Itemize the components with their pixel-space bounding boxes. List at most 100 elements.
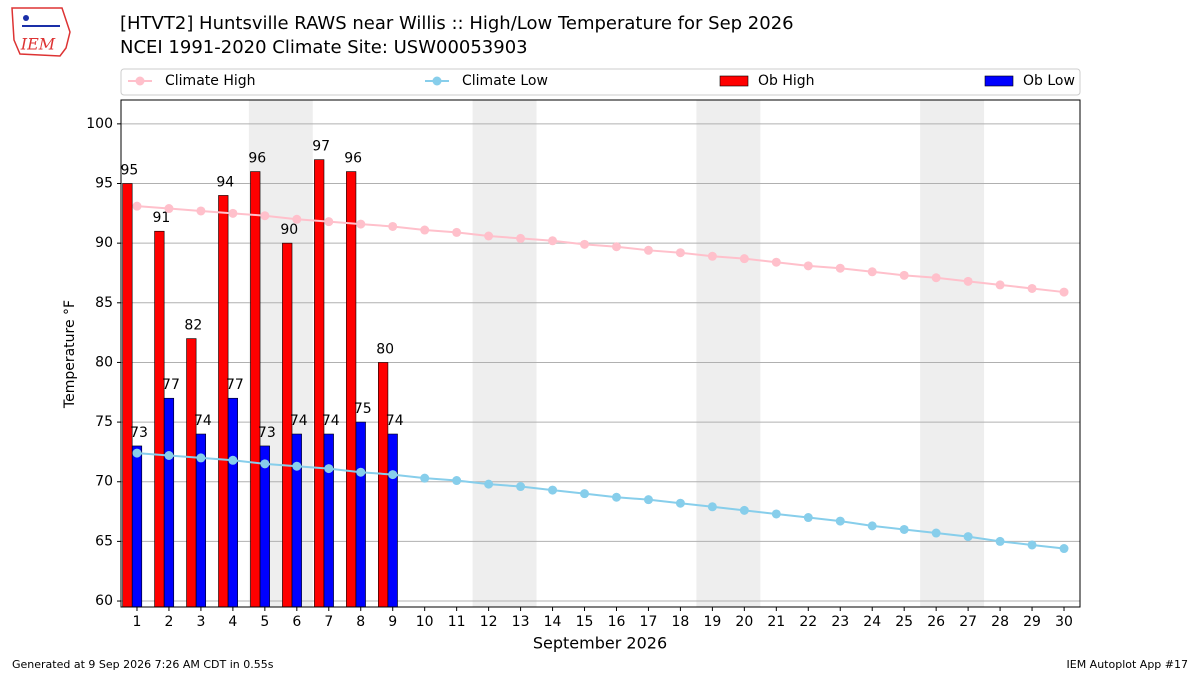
climate-point bbox=[771, 509, 781, 519]
climate-point bbox=[611, 492, 621, 502]
x-tick-label: 25 bbox=[895, 614, 913, 630]
climate-point bbox=[516, 233, 526, 243]
data-label: 90 bbox=[280, 222, 298, 238]
logo-text: IEM bbox=[20, 35, 56, 54]
y-tick-label: 85 bbox=[95, 295, 113, 311]
climate-point bbox=[675, 248, 685, 258]
x-tick-label: 22 bbox=[799, 614, 817, 630]
legend-marker bbox=[432, 76, 442, 86]
x-tick-label: 21 bbox=[767, 614, 785, 630]
x-tick-label: 1 bbox=[133, 614, 142, 630]
y-tick-label: 90 bbox=[95, 235, 113, 251]
data-label: 96 bbox=[344, 151, 362, 167]
bar bbox=[163, 397, 175, 608]
climate-point bbox=[420, 473, 430, 483]
climate-point bbox=[899, 524, 909, 534]
climate-point bbox=[548, 236, 558, 246]
climate-point bbox=[931, 528, 941, 538]
bar bbox=[186, 338, 197, 608]
climate-point bbox=[356, 467, 366, 477]
plot-frame bbox=[120, 99, 1081, 608]
footer-right: IEM Autoplot App #17 bbox=[1067, 658, 1189, 671]
data-label: 74 bbox=[386, 413, 404, 429]
climate-point bbox=[228, 455, 238, 465]
climate-point bbox=[803, 261, 813, 271]
weekend-band bbox=[920, 100, 985, 607]
x-tick-label: 17 bbox=[640, 614, 658, 630]
x-tick-label: 28 bbox=[991, 614, 1009, 630]
data-label: 75 bbox=[354, 401, 372, 417]
data-label: 82 bbox=[184, 318, 202, 334]
climate-point bbox=[548, 485, 558, 495]
bar bbox=[131, 445, 143, 608]
data-label: 73 bbox=[130, 425, 148, 441]
climate-point bbox=[388, 221, 398, 231]
data-label: 91 bbox=[152, 210, 170, 226]
climate-point bbox=[420, 225, 430, 235]
climate-point bbox=[803, 513, 813, 523]
climate-point bbox=[452, 227, 462, 237]
y-tick-label: 100 bbox=[86, 116, 113, 132]
bar bbox=[250, 171, 261, 608]
climate-point bbox=[963, 276, 973, 286]
climate-point bbox=[260, 211, 270, 221]
climate-point bbox=[1027, 283, 1037, 293]
legend-swatch bbox=[984, 75, 1014, 87]
legend-label: Climate High bbox=[165, 73, 256, 89]
y-tick-label: 65 bbox=[95, 533, 113, 549]
x-tick-label: 2 bbox=[164, 614, 173, 630]
climate-point bbox=[739, 254, 749, 264]
y-tick-label: 80 bbox=[95, 354, 113, 370]
x-tick-label: 30 bbox=[1055, 614, 1073, 630]
climate-point bbox=[867, 267, 877, 277]
legend-box bbox=[120, 68, 1081, 96]
climate-point bbox=[931, 273, 941, 283]
climate-point bbox=[707, 502, 717, 512]
data-label: 80 bbox=[376, 341, 394, 357]
bar bbox=[122, 183, 133, 608]
bar bbox=[218, 195, 229, 608]
x-tick-label: 14 bbox=[544, 614, 562, 630]
bar bbox=[378, 362, 389, 608]
x-tick-label: 29 bbox=[1023, 614, 1041, 630]
climate-line bbox=[136, 452, 1065, 550]
x-tick-label: 9 bbox=[388, 614, 397, 630]
climate-point bbox=[196, 206, 206, 216]
x-tick-label: 18 bbox=[672, 614, 690, 630]
data-label: 74 bbox=[322, 413, 340, 429]
climate-point bbox=[1059, 544, 1069, 554]
x-tick-label: 24 bbox=[863, 614, 881, 630]
x-tick-label: 6 bbox=[292, 614, 301, 630]
y-tick-label: 70 bbox=[95, 474, 113, 490]
climate-point bbox=[835, 263, 845, 273]
climate-point bbox=[739, 505, 749, 515]
x-tick-label: 11 bbox=[448, 614, 466, 630]
climate-point bbox=[164, 204, 174, 214]
chart-subtitle: NCEI 1991-2020 Climate Site: USW00053903 bbox=[120, 37, 528, 58]
data-label: 74 bbox=[290, 413, 308, 429]
climate-point bbox=[484, 231, 494, 241]
data-label: 97 bbox=[312, 139, 330, 155]
y-axis-label: Temperature °F bbox=[62, 300, 78, 409]
climate-point bbox=[292, 214, 302, 224]
climate-point bbox=[324, 464, 334, 474]
x-tick-label: 12 bbox=[480, 614, 498, 630]
climate-point bbox=[771, 257, 781, 267]
data-label: 73 bbox=[258, 425, 276, 441]
bar bbox=[323, 433, 334, 608]
bar bbox=[355, 421, 366, 608]
climate-point bbox=[452, 476, 462, 486]
climate-point bbox=[963, 532, 973, 542]
climate-point bbox=[643, 245, 653, 255]
bar bbox=[154, 230, 165, 608]
climate-point bbox=[867, 521, 877, 531]
data-label: 77 bbox=[226, 377, 244, 393]
footer-left: Generated at 9 Sep 2026 7:26 AM CDT in 0… bbox=[12, 658, 274, 671]
bar bbox=[259, 445, 270, 608]
weekend-band bbox=[696, 100, 761, 607]
data-label: 94 bbox=[216, 174, 234, 190]
legend-label: Ob High bbox=[758, 73, 815, 89]
x-tick-label: 19 bbox=[703, 614, 721, 630]
x-tick-label: 13 bbox=[512, 614, 530, 630]
